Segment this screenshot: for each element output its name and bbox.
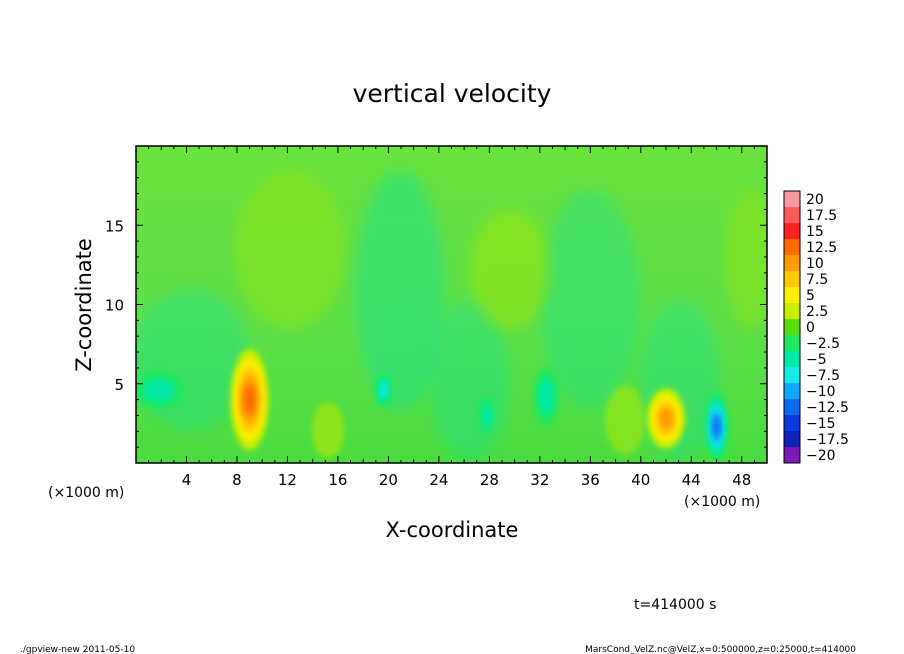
downdraft-feature-5 (533, 367, 559, 425)
x-tick-label: 24 (429, 471, 448, 489)
x-tick-label: 8 (232, 471, 242, 489)
colorbar-swatch (784, 271, 800, 288)
colorbar-swatch (784, 399, 800, 416)
footer-left: ./gpview-new 2011-05-10 (20, 645, 135, 654)
colorbar-label: 2.5 (806, 304, 828, 320)
x-axis: 4 8 12 16 20 24 28 32 36 40 44 48 (148, 146, 755, 489)
colorbar-swatch (784, 287, 800, 304)
colorbar-swatch (784, 335, 800, 352)
downdraft-feature-6 (136, 371, 184, 410)
downdraft-contour (379, 382, 387, 398)
colorbar-swatch (784, 239, 800, 256)
heatmap-field (136, 146, 767, 463)
x-tick-label: 28 (480, 471, 499, 489)
updraft-feature-1 (647, 388, 685, 449)
colorbar-label: −20 (806, 448, 836, 464)
colorbar-label: 10 (806, 256, 824, 272)
x-tick-label: 4 (182, 471, 192, 489)
y-axis: 5 10 15 (105, 161, 767, 448)
updraft-contour (244, 385, 255, 415)
downdraft-contour (481, 403, 493, 428)
colorbar-label: 7.5 (806, 272, 828, 288)
x-tick-label: 40 (631, 471, 650, 489)
y-axis-label: Z-coordinate (72, 238, 96, 372)
x-unit-right: (×1000 m) (684, 494, 760, 510)
downdraft-feature-2 (705, 391, 728, 462)
downdraft-feature-3 (375, 372, 391, 408)
colorbar-swatch (784, 191, 800, 208)
colorbar-frame (783, 190, 801, 464)
x-tick-label: 44 (682, 471, 701, 489)
y-tick-label: 10 (105, 297, 124, 315)
colorbar-label: −12.5 (806, 400, 849, 416)
chart-title: vertical velocity (353, 79, 552, 108)
colorbar: 2017.51512.5107.552.50−2.5−5−7.5−10−12.5… (783, 190, 849, 464)
colorbar-swatch (784, 447, 800, 464)
colorbar-label: −17.5 (806, 432, 849, 448)
downdraft-contour (713, 416, 720, 437)
x-tick-label: 48 (732, 471, 751, 489)
colorbar-label: −7.5 (806, 368, 840, 384)
colorbar-label: −10 (806, 384, 836, 400)
colorbar-label: 15 (806, 224, 824, 240)
time-label: t=414000 s (634, 597, 716, 613)
colorbar-label: 0 (806, 320, 815, 336)
colorbar-swatch (784, 431, 800, 448)
y-tick-label: 15 (105, 217, 124, 235)
downdraft-contour (143, 378, 175, 402)
colorbar-label: 20 (806, 192, 824, 208)
x-tick-label: 12 (278, 471, 297, 489)
colorbar-swatch (784, 415, 800, 432)
colorbar-swatch (784, 303, 800, 320)
x-tick-label: 20 (379, 471, 398, 489)
colorbar-label: −5 (806, 352, 827, 368)
colorbar-label: 17.5 (806, 208, 837, 224)
x-axis-label: X-coordinate (386, 518, 519, 542)
colorbar-swatch (784, 255, 800, 272)
colorbar-swatch (784, 351, 800, 368)
y-tick-label: 5 (114, 376, 124, 394)
colorbar-swatch (784, 319, 800, 336)
colorbar-label: −2.5 (806, 336, 840, 352)
colorbar-label: 12.5 (806, 240, 837, 256)
colorbar-swatch (784, 367, 800, 384)
x-tick-label: 16 (328, 471, 347, 489)
downdraft-contour (538, 378, 554, 415)
x-tick-label: 32 (530, 471, 549, 489)
downdraft-feature-4 (478, 396, 496, 435)
colorbar-swatch (784, 383, 800, 400)
updraft-feature-0 (230, 348, 269, 451)
footer-right: MarsCond_VelZ.nc@VelZ,x=0:500000,z=0:250… (585, 645, 856, 654)
x-unit-left: (×1000 m) (48, 485, 124, 501)
colorbar-swatch (784, 223, 800, 240)
colorbar-swatch (784, 207, 800, 224)
colorbar-label: 5 (806, 288, 815, 304)
updraft-contour (659, 408, 673, 430)
colorbar-label: −15 (806, 416, 836, 432)
x-tick-label: 36 (581, 471, 600, 489)
